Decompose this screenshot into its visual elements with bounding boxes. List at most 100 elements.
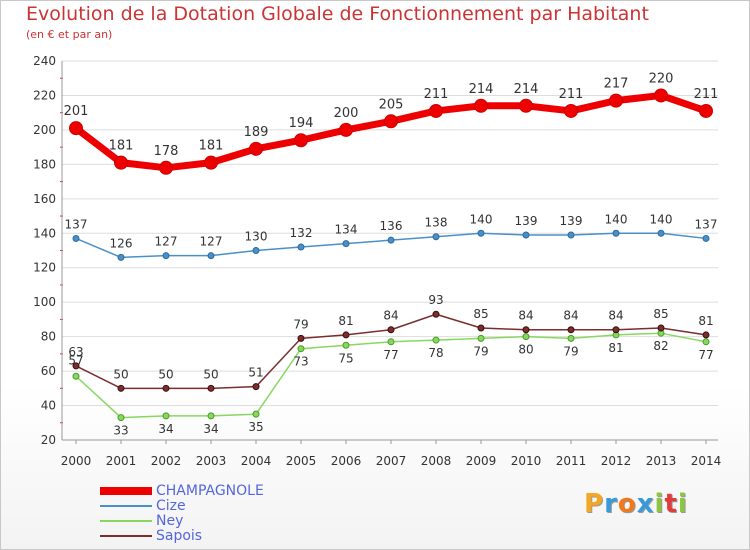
x-tick-label: 2011 — [556, 454, 587, 468]
data-point — [207, 384, 215, 392]
x-tick-label: 2005 — [286, 454, 317, 468]
data-label: 140 — [605, 212, 628, 226]
data-label: 211 — [424, 87, 449, 102]
data-label: 79 — [473, 344, 488, 358]
data-point — [657, 229, 665, 237]
x-tick-label: 2010 — [511, 454, 542, 468]
x-tick-label: 2014 — [691, 454, 722, 468]
data-point — [567, 231, 575, 239]
data-label: 139 — [560, 214, 583, 228]
logo-letter: P — [584, 489, 605, 519]
data-label: 189 — [244, 125, 269, 140]
data-label: 93 — [428, 293, 443, 307]
data-label: 33 — [113, 424, 128, 438]
data-label: 50 — [113, 367, 128, 381]
data-point — [72, 362, 80, 370]
data-point — [609, 93, 623, 108]
y-tick-label: 220 — [33, 88, 56, 102]
data-point — [294, 133, 308, 148]
y-tick-label: 180 — [33, 157, 56, 171]
data-point — [342, 240, 350, 248]
data-point — [114, 155, 128, 170]
data-point — [477, 324, 485, 332]
data-label: 77 — [698, 348, 713, 362]
proxiti-logo: Proxiti — [584, 489, 688, 519]
data-point — [612, 326, 620, 334]
data-label: 220 — [649, 71, 674, 86]
data-point — [339, 122, 353, 137]
logo-letter: t — [664, 489, 678, 519]
logo-letter: i — [677, 489, 688, 519]
data-point — [522, 333, 530, 341]
legend-label: Sapois — [156, 528, 203, 544]
data-point — [477, 334, 485, 342]
data-label: 84 — [383, 309, 398, 323]
legend-swatch — [100, 487, 152, 495]
data-label: 217 — [604, 77, 629, 92]
legend-swatch — [100, 505, 152, 507]
data-label: 82 — [653, 339, 668, 353]
y-tick-label: 20 — [41, 433, 56, 447]
data-label: 85 — [473, 307, 488, 321]
logo-letter: o — [617, 489, 637, 519]
data-point — [387, 236, 395, 244]
data-label: 181 — [109, 139, 134, 154]
data-label: 34 — [203, 422, 218, 436]
x-tick-label: 2008 — [421, 454, 452, 468]
data-point — [204, 155, 218, 170]
data-point — [522, 231, 530, 239]
data-point — [252, 410, 260, 418]
data-point — [342, 341, 350, 349]
data-label: 137 — [65, 217, 88, 231]
x-tick-label: 2001 — [106, 454, 137, 468]
legend-swatch — [100, 535, 152, 537]
y-tick-label: 140 — [33, 226, 56, 240]
data-point — [297, 243, 305, 251]
data-point — [477, 229, 485, 237]
data-point — [654, 88, 668, 103]
data-label: 77 — [383, 348, 398, 362]
data-point — [252, 247, 260, 254]
data-label: 85 — [653, 307, 668, 321]
data-label: 181 — [199, 139, 224, 154]
data-label: 205 — [379, 97, 404, 112]
data-point — [252, 383, 260, 391]
chart-title: Evolution de la Dotation Globale de Fonc… — [26, 3, 649, 25]
data-point — [567, 334, 575, 342]
data-label: 140 — [470, 212, 493, 226]
series-group — [69, 88, 713, 422]
y-tick-label: 80 — [41, 330, 56, 344]
data-label: 34 — [158, 422, 173, 436]
data-point — [432, 310, 440, 318]
data-label: 130 — [245, 230, 268, 244]
legend-label: CHAMPAGNOLE — [156, 483, 264, 499]
data-point — [69, 121, 83, 136]
data-point — [432, 336, 440, 344]
logo-letter: x — [636, 489, 655, 519]
x-tick-label: 2002 — [151, 454, 182, 468]
logo-letter: r — [604, 489, 618, 519]
chart-subtitle: (en € et par an) — [26, 28, 113, 41]
x-tick-label: 2000 — [61, 454, 92, 468]
x-tick-label: 2012 — [601, 454, 632, 468]
data-point — [432, 233, 440, 241]
x-tick-label: 2013 — [646, 454, 677, 468]
data-label: 84 — [518, 309, 533, 323]
data-label: 81 — [338, 314, 353, 328]
data-label: 201 — [64, 104, 89, 119]
data-point — [387, 338, 395, 346]
data-label: 194 — [289, 116, 314, 131]
data-label: 81 — [698, 314, 713, 328]
data-label: 80 — [518, 343, 533, 357]
data-point — [117, 253, 125, 261]
data-point — [342, 331, 350, 339]
data-point — [612, 229, 620, 237]
y-tick-label: 120 — [33, 261, 56, 275]
data-point — [519, 98, 533, 113]
data-point — [117, 414, 125, 422]
data-label: 140 — [650, 212, 673, 226]
data-point — [162, 384, 170, 392]
